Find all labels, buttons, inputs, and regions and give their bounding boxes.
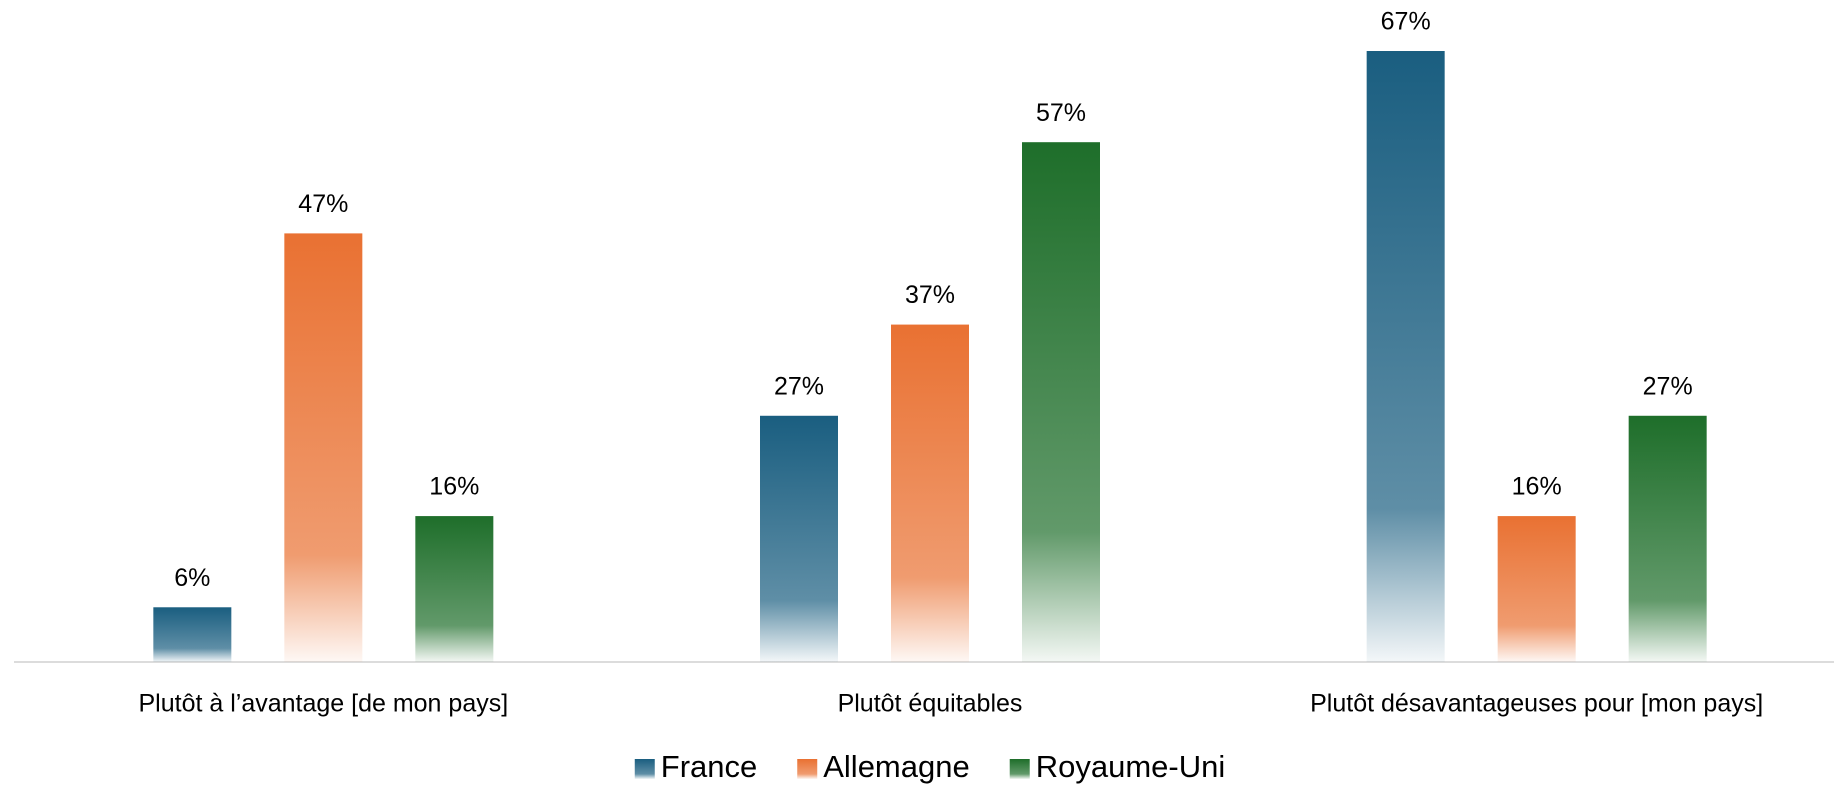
data-label: 57% bbox=[1036, 99, 1086, 127]
data-label: 16% bbox=[429, 473, 479, 501]
data-label: 37% bbox=[905, 281, 955, 309]
bar bbox=[1366, 51, 1445, 662]
legend-label: Royaume-Uni bbox=[1036, 749, 1226, 784]
x-tick-label: Plutôt à l’avantage [de mon pays] bbox=[138, 690, 508, 718]
bar bbox=[1497, 516, 1576, 662]
data-label: 27% bbox=[774, 372, 824, 400]
bar bbox=[1022, 142, 1100, 662]
legend-swatch bbox=[797, 759, 818, 779]
data-label: 47% bbox=[298, 190, 348, 218]
bar bbox=[891, 324, 969, 662]
data-label: 67% bbox=[1381, 8, 1431, 36]
data-label: 6% bbox=[174, 564, 210, 592]
x-tick-label: Plutôt désavantageuses pour [mon pays] bbox=[1310, 690, 1763, 718]
legend-swatch bbox=[1009, 759, 1030, 779]
bar bbox=[415, 516, 494, 662]
data-label: 16% bbox=[1512, 473, 1562, 501]
legend-label: France bbox=[661, 749, 757, 784]
data-label: 27% bbox=[1643, 372, 1693, 400]
legend-label: Allemagne bbox=[823, 749, 969, 784]
bar bbox=[284, 233, 363, 662]
legend: France Allemagne Royaume-Uni bbox=[634, 749, 1226, 784]
bar bbox=[760, 415, 838, 662]
bar bbox=[153, 607, 232, 662]
bar bbox=[1628, 415, 1707, 662]
legend-swatch bbox=[634, 759, 655, 779]
x-tick-label: Plutôt équitables bbox=[838, 690, 1023, 718]
